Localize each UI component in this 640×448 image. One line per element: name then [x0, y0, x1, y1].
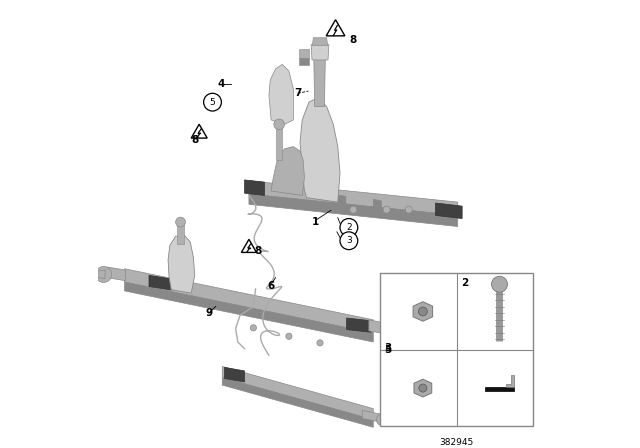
Polygon shape — [326, 20, 345, 36]
Bar — [380, 273, 533, 426]
Circle shape — [250, 325, 257, 331]
Polygon shape — [249, 181, 458, 215]
Polygon shape — [414, 379, 432, 397]
Polygon shape — [241, 239, 257, 252]
Polygon shape — [222, 378, 373, 427]
Polygon shape — [369, 320, 387, 334]
Polygon shape — [299, 49, 309, 58]
Circle shape — [96, 267, 112, 283]
Text: 8: 8 — [349, 35, 357, 45]
Polygon shape — [249, 194, 458, 227]
Circle shape — [340, 219, 358, 236]
Text: 3: 3 — [346, 236, 352, 245]
Text: 8: 8 — [254, 246, 262, 256]
Circle shape — [274, 119, 284, 130]
Polygon shape — [125, 282, 373, 342]
Polygon shape — [276, 125, 282, 160]
Polygon shape — [107, 267, 125, 281]
Circle shape — [340, 232, 358, 250]
Circle shape — [419, 384, 427, 392]
Text: 3: 3 — [385, 343, 392, 353]
Polygon shape — [338, 195, 346, 204]
Text: 2: 2 — [346, 223, 352, 232]
Text: 9: 9 — [205, 308, 212, 318]
Polygon shape — [269, 65, 293, 125]
Circle shape — [419, 307, 428, 316]
Polygon shape — [314, 58, 325, 107]
Circle shape — [286, 333, 292, 339]
Polygon shape — [362, 410, 380, 422]
Polygon shape — [506, 375, 514, 387]
Polygon shape — [300, 98, 340, 202]
Circle shape — [376, 414, 388, 426]
Bar — [485, 387, 514, 391]
Circle shape — [349, 206, 357, 213]
Text: 8: 8 — [191, 135, 198, 145]
Polygon shape — [168, 235, 195, 293]
Polygon shape — [413, 302, 433, 321]
Circle shape — [405, 206, 412, 213]
Circle shape — [492, 276, 508, 292]
Polygon shape — [98, 270, 105, 279]
Circle shape — [383, 206, 390, 213]
Text: 6: 6 — [268, 281, 275, 292]
Polygon shape — [177, 222, 184, 244]
Polygon shape — [191, 124, 207, 138]
Text: 7: 7 — [294, 88, 301, 98]
Circle shape — [175, 217, 186, 227]
Polygon shape — [373, 199, 381, 209]
Circle shape — [383, 324, 394, 335]
Text: 382945: 382945 — [440, 438, 474, 447]
Text: 1: 1 — [312, 217, 319, 227]
Polygon shape — [271, 146, 305, 195]
Polygon shape — [347, 318, 371, 332]
Text: 5: 5 — [210, 98, 216, 107]
Polygon shape — [311, 44, 329, 60]
Polygon shape — [125, 269, 373, 333]
Polygon shape — [222, 366, 373, 420]
Polygon shape — [312, 38, 328, 45]
Text: 4: 4 — [218, 79, 225, 90]
Polygon shape — [299, 58, 309, 65]
Text: 2: 2 — [461, 279, 468, 289]
Circle shape — [204, 93, 221, 111]
Polygon shape — [225, 367, 244, 382]
Circle shape — [317, 340, 323, 346]
Polygon shape — [149, 276, 172, 290]
Polygon shape — [435, 203, 462, 219]
Polygon shape — [244, 180, 264, 195]
Text: 5: 5 — [385, 345, 392, 355]
